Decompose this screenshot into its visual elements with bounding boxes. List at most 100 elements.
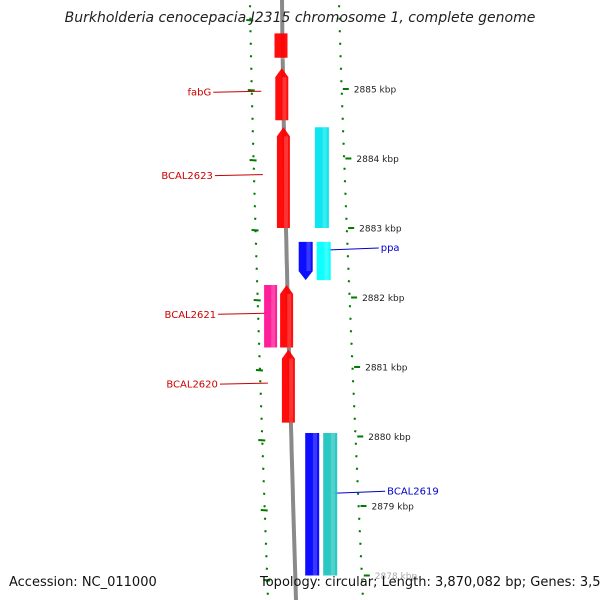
scale-label: 2881 kbp — [365, 364, 408, 374]
gene-highlight — [281, 57, 286, 60]
inner-tick — [250, 80, 253, 83]
inner-tick — [259, 392, 262, 395]
outer-tick — [344, 192, 347, 195]
inner-tick — [248, 5, 252, 8]
outer-tick — [347, 267, 350, 270]
outer-tick — [345, 230, 349, 233]
outer-tick — [354, 430, 357, 433]
scale-label: 2879 kbp — [371, 503, 414, 513]
gene-feature — [323, 433, 338, 576]
major-tick — [249, 159, 257, 162]
gene-feature — [298, 241, 313, 281]
gene-highlight — [324, 241, 329, 281]
gene-label: BCAL2623 — [161, 171, 213, 182]
outer-tick — [346, 242, 349, 245]
inner-tick — [265, 555, 268, 558]
inner-tick — [255, 255, 258, 258]
outer-tick — [341, 117, 344, 120]
outer-tick — [360, 580, 364, 583]
outer-tick — [340, 80, 343, 83]
inner-tick — [263, 517, 267, 520]
label-leader — [326, 247, 379, 251]
inner-tick — [252, 180, 256, 183]
outer-tick — [360, 567, 363, 570]
inner-tick — [253, 192, 256, 195]
outer-tick — [356, 492, 360, 495]
inner-tick — [265, 567, 269, 570]
inner-tick — [261, 455, 265, 458]
outer-tick — [357, 505, 360, 508]
inner-tick — [264, 530, 267, 533]
outer-tick — [355, 467, 359, 470]
inner-tick — [262, 467, 265, 470]
major-tick — [251, 229, 259, 232]
inner-tick — [258, 355, 261, 358]
label-leader — [219, 382, 268, 385]
inner-tick — [256, 292, 259, 295]
inner-tick — [252, 167, 256, 170]
outer-tick — [348, 292, 351, 295]
gene-highlight — [287, 293, 292, 348]
inner-tick — [259, 380, 262, 383]
outer-tick — [343, 180, 347, 183]
outer-tick — [339, 55, 342, 58]
outer-tick — [342, 142, 345, 145]
gene-feature — [276, 127, 290, 228]
outer-tick — [359, 555, 363, 558]
inner-tick — [257, 330, 260, 333]
outer-tick — [337, 5, 341, 8]
inner-tick — [249, 55, 253, 58]
outer-tick — [357, 517, 361, 520]
major-tick — [258, 439, 266, 442]
inner-tick — [251, 130, 255, 133]
outer-tick — [351, 367, 354, 370]
gene-label: BCAL2619 — [387, 486, 439, 497]
outer-tick — [347, 280, 351, 283]
label-leader — [213, 90, 262, 93]
label-leader — [333, 490, 386, 494]
inner-tick — [249, 17, 252, 20]
accession-label: Accession: NC_011000 — [9, 575, 157, 590]
major-tick — [246, 19, 254, 22]
gene-label: BCAL2621 — [165, 310, 217, 321]
inner-tick — [262, 480, 265, 483]
outer-tick — [351, 380, 355, 383]
scale-label: 2880 kbp — [368, 433, 411, 443]
gene-label: BCAL2620 — [166, 380, 218, 391]
gene-highlight — [271, 284, 276, 348]
outer-tick — [350, 342, 353, 345]
major-tick — [253, 299, 261, 302]
inner-tick — [256, 305, 260, 308]
inner-tick — [249, 42, 252, 45]
inner-tick — [250, 92, 254, 95]
inner-tick — [255, 280, 259, 283]
outer-tick — [338, 30, 342, 33]
label-leader — [218, 312, 267, 315]
outer-tick — [346, 255, 350, 258]
gene-feature — [305, 433, 320, 576]
inner-tick — [258, 367, 262, 370]
inner-tick — [257, 342, 261, 345]
outer-tick — [344, 205, 348, 208]
major-tick — [260, 509, 268, 512]
outer-tick — [350, 355, 354, 358]
outer-tick — [349, 330, 353, 333]
gene-feature — [280, 285, 294, 348]
inner-tick — [260, 417, 263, 420]
inner-tick — [264, 542, 268, 545]
outer-tick — [338, 42, 342, 45]
gene-feature — [264, 285, 278, 348]
scale-label: 2885 kbp — [354, 86, 397, 96]
outer-tick — [356, 480, 359, 483]
outer-tick — [349, 317, 352, 320]
outer-tick — [340, 92, 344, 95]
inner-tick — [261, 442, 264, 445]
outer-tick — [354, 442, 358, 445]
inner-tick — [250, 105, 254, 108]
genome-summary: Topology: circular; Length: 3,870,082 bp… — [260, 575, 600, 590]
outer-tick — [342, 155, 346, 158]
inner-tick — [249, 30, 252, 33]
outer-tick — [343, 167, 346, 170]
inner-tick — [252, 155, 255, 158]
